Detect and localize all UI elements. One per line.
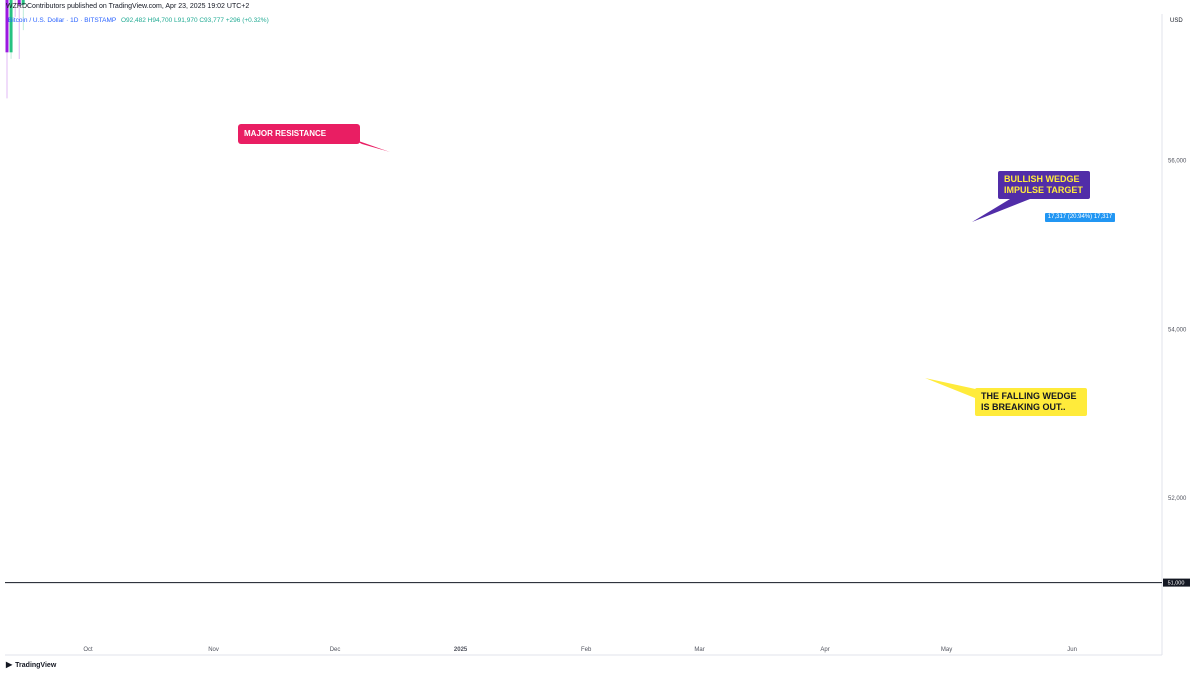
- chart-grid: [5, 14, 1163, 656]
- publisher-line: WZRDContributors published on TradingVie…: [6, 3, 250, 10]
- tradingview-logo-icon: ▶: [6, 660, 13, 669]
- candle: [17, 0, 21, 59]
- level-tag-bg: [1163, 578, 1190, 587]
- candle-body: [5, 0, 9, 53]
- time-tick-label: Nov: [208, 647, 219, 653]
- level-tag-text: 51,000: [1168, 581, 1185, 587]
- time-tick-label: 2025: [454, 647, 468, 653]
- price-axis: USD52,00054,00056,000120,000108,000100,0…: [1163, 18, 1190, 587]
- time-tick-label: Mar: [694, 647, 704, 653]
- time-tick-label: Feb: [581, 647, 592, 653]
- candlestick-series: [5, 0, 25, 99]
- time-tick-label: May: [941, 647, 952, 653]
- major-resistance-callout[interactable]: MAJOR RESISTANCE CALLED: [238, 124, 360, 158]
- time-tick-label: Dec: [330, 647, 341, 653]
- candle-body: [9, 0, 13, 53]
- candle-body: [21, 0, 25, 5]
- level-price-tag: 51,000: [1163, 578, 1190, 587]
- tradingview-brand[interactable]: ▶ TradingView: [6, 660, 56, 669]
- price-tick-label: 54,000: [1168, 327, 1187, 333]
- callout-red-pointer: [350, 138, 390, 152]
- candle: [9, 0, 13, 59]
- time-axis: Oct Nov Dec 2025 Feb Mar Apr May Jun: [83, 647, 1077, 653]
- time-tick-label: Oct: [83, 647, 93, 653]
- symbol-title: Bitcoin / U.S. Dollar · 1D · BITSTAMP: [8, 17, 117, 24]
- candle: [14, 0, 16, 17]
- callout-yellow-pointer: [925, 378, 980, 398]
- impulse-target-callout[interactable]: BULLISH WEDGE IMPULSE TARGET: [998, 171, 1090, 199]
- candle-body: [17, 0, 21, 5]
- measure-label: 17,317 (20.94%) 17,317: [1045, 213, 1115, 222]
- price-tick-label: 56,000: [1168, 159, 1187, 165]
- currency-label: USD: [1170, 18, 1183, 24]
- falling-wedge-callout[interactable]: THE FALLING WEDGE IS BREAKING OUT..: [975, 388, 1087, 416]
- candle: [5, 0, 9, 99]
- price-tick-label: 52,000: [1168, 496, 1187, 502]
- ohlc-values: O92,482 H94,700 L91,970 C93,777 +296 (+0…: [120, 17, 269, 24]
- time-tick-label: Jun: [1067, 647, 1077, 653]
- symbol-legend[interactable]: Bitcoin / U.S. Dollar · 1D · BITSTAMP O9…: [8, 17, 269, 24]
- callout-purple-pointer: [972, 199, 1030, 222]
- chart-drawings: [350, 138, 1030, 398]
- candle: [21, 0, 25, 31]
- time-tick-label: Apr: [820, 647, 829, 653]
- brand-label: TradingView: [15, 662, 57, 669]
- horizontal-levels: [5, 582, 1162, 584]
